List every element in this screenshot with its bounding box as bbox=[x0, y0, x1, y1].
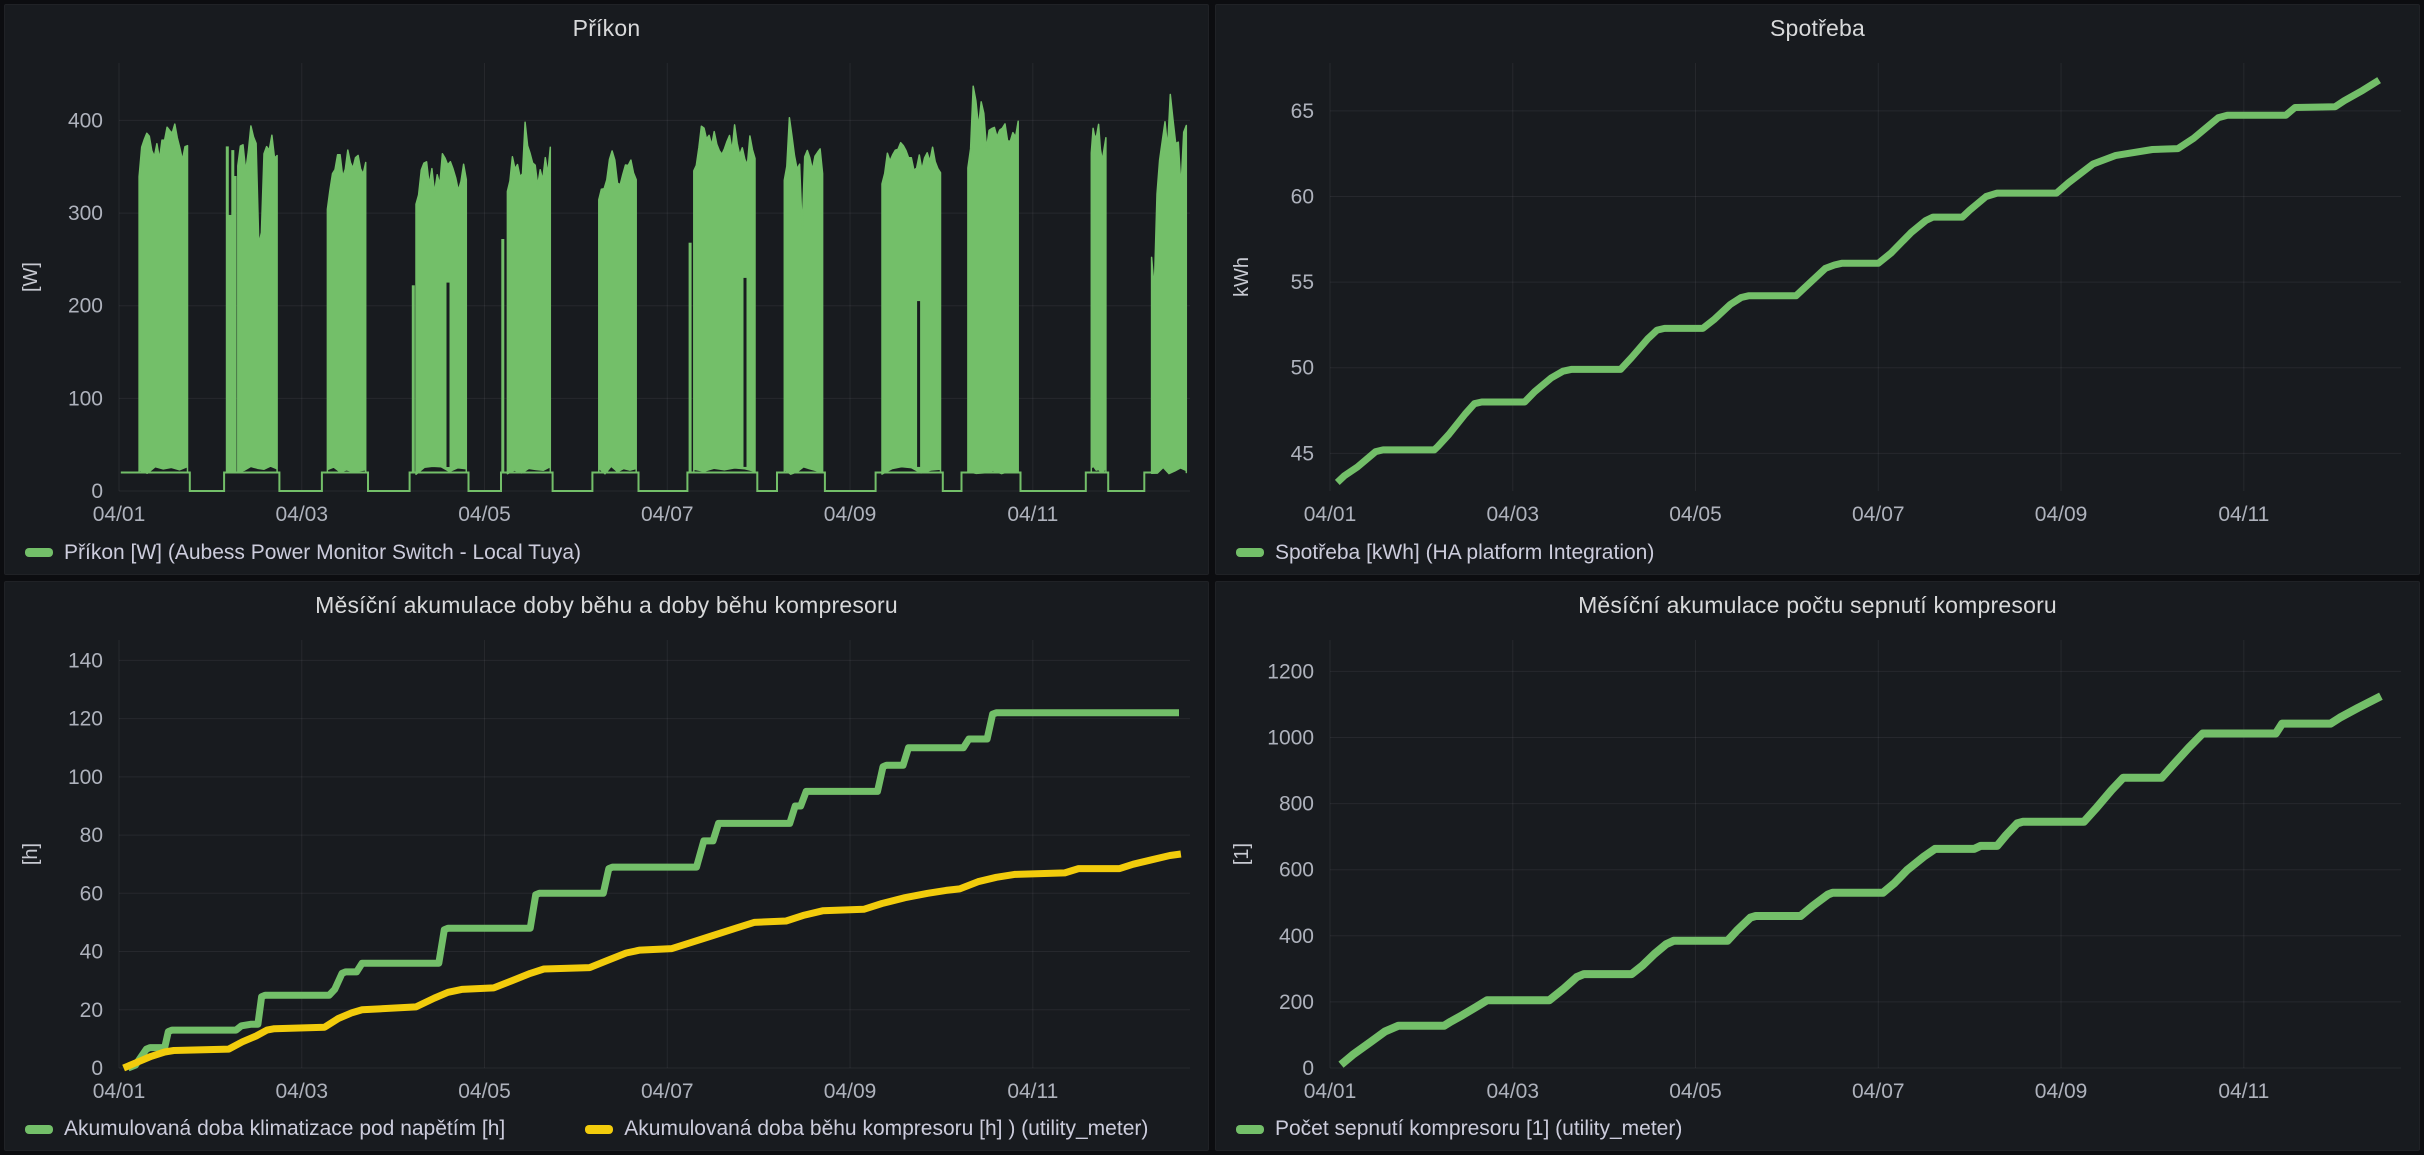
svg-text:04/03: 04/03 bbox=[275, 503, 328, 526]
svg-text:04/07: 04/07 bbox=[641, 1080, 694, 1103]
legend-spotreba: Spotřeba [kWh] (HA platform Integration) bbox=[1236, 541, 2409, 565]
svg-text:kWh: kWh bbox=[1231, 257, 1253, 297]
svg-text:[W]: [W] bbox=[20, 262, 42, 292]
runtime-accumulation-chart[interactable]: 0 20 40 60 80 100 120 140 04/01 04/03 04/05 04/07 04… bbox=[11, 622, 1202, 1108]
svg-text:04/11: 04/11 bbox=[1007, 1080, 1058, 1103]
svg-text:20: 20 bbox=[80, 998, 103, 1021]
svg-text:40: 40 bbox=[80, 940, 103, 963]
legend-item-prikon[interactable]: Příkon [W] (Aubess Power Monitor Switch … bbox=[25, 541, 581, 565]
legend-item-pocet-sepnuti[interactable]: Počet sepnutí kompresoru [1] (utility_me… bbox=[1236, 1117, 1682, 1141]
svg-text:0: 0 bbox=[91, 1057, 103, 1080]
panel-pocet-sepnuti: Měsíční akumulace počtu sepnutí kompreso… bbox=[1215, 580, 2420, 1151]
consumption-chart[interactable]: 45 50 55 60 65 04/01 04/03 04/05 04/07 04/09 04/11… bbox=[1222, 45, 2413, 531]
svg-text:400: 400 bbox=[68, 109, 103, 132]
svg-text:200: 200 bbox=[1279, 990, 1314, 1013]
svg-text:04/09: 04/09 bbox=[2035, 503, 2088, 526]
svg-text:55: 55 bbox=[1291, 271, 1314, 294]
power-chart[interactable]: 0 100 200 300 400 04/01 04/03 04/05 04/07 04/09 04… bbox=[11, 45, 1202, 531]
svg-text:04/07: 04/07 bbox=[1852, 1080, 1905, 1103]
legend-prikon: Příkon [W] (Aubess Power Monitor Switch … bbox=[25, 541, 1198, 565]
svg-text:600: 600 bbox=[1279, 858, 1314, 881]
svg-text:04/05: 04/05 bbox=[1669, 1080, 1722, 1103]
svg-text:04/11: 04/11 bbox=[2218, 503, 2269, 526]
legend-swatch bbox=[1236, 548, 1264, 557]
panel-title-doba-behu[interactable]: Měsíční akumulace doby běhu a doby běhu … bbox=[315, 591, 898, 618]
svg-text:65: 65 bbox=[1291, 100, 1314, 123]
legend-label: Spotřeba [kWh] (HA platform Integration) bbox=[1275, 540, 1655, 564]
svg-text:04/05: 04/05 bbox=[1669, 503, 1722, 526]
legend-item-spotreba[interactable]: Spotřeba [kWh] (HA platform Integration) bbox=[1236, 541, 1654, 565]
panel-prikon: Příkon 0 100 200 300 400 04/01 04/03 04/05 04/07… bbox=[4, 4, 1209, 575]
legend-pocet-sepnuti: Počet sepnutí kompresoru [1] (utility_me… bbox=[1236, 1117, 2409, 1141]
legend-swatch bbox=[585, 1124, 614, 1134]
svg-text:60: 60 bbox=[1291, 186, 1314, 209]
svg-text:04/03: 04/03 bbox=[275, 1080, 328, 1103]
legend-doba-behu: Akumulovaná doba klimatizace pod napětím… bbox=[25, 1117, 1198, 1141]
svg-text:0: 0 bbox=[1302, 1057, 1314, 1080]
svg-text:04/01: 04/01 bbox=[1304, 503, 1357, 526]
svg-text:50: 50 bbox=[1291, 357, 1314, 380]
svg-text:100: 100 bbox=[68, 387, 103, 410]
panel-title-prikon[interactable]: Příkon bbox=[572, 15, 641, 41]
svg-text:04/11: 04/11 bbox=[1007, 503, 1058, 526]
svg-text:120: 120 bbox=[68, 707, 103, 730]
svg-text:04/09: 04/09 bbox=[824, 1080, 877, 1103]
svg-text:04/11: 04/11 bbox=[2218, 1080, 2269, 1103]
svg-text:400: 400 bbox=[1279, 924, 1314, 947]
panel-doba-behu: Měsíční akumulace doby běhu a doby běhu … bbox=[4, 580, 1209, 1151]
svg-text:04/05: 04/05 bbox=[458, 503, 511, 526]
panel-title-pocet-sepnuti[interactable]: Měsíční akumulace počtu sepnutí kompreso… bbox=[1578, 591, 2057, 618]
legend-label: Počet sepnutí kompresoru [1] (utility_me… bbox=[1275, 1117, 1683, 1140]
svg-text:04/05: 04/05 bbox=[458, 1080, 511, 1103]
svg-text:200: 200 bbox=[68, 295, 103, 318]
svg-text:80: 80 bbox=[80, 824, 103, 847]
svg-text:[1]: [1] bbox=[1231, 842, 1253, 864]
svg-text:0: 0 bbox=[91, 480, 103, 503]
svg-text:04/09: 04/09 bbox=[2035, 1080, 2088, 1103]
svg-text:04/03: 04/03 bbox=[1486, 1080, 1539, 1103]
svg-text:04/07: 04/07 bbox=[641, 503, 694, 526]
svg-text:800: 800 bbox=[1279, 792, 1314, 815]
svg-text:04/01: 04/01 bbox=[93, 503, 146, 526]
svg-text:1200: 1200 bbox=[1267, 660, 1314, 683]
legend-swatch bbox=[25, 1124, 53, 1134]
svg-text:300: 300 bbox=[68, 202, 103, 225]
legend-label: Příkon [W] (Aubess Power Monitor Switch … bbox=[64, 540, 582, 564]
svg-text:04/01: 04/01 bbox=[1304, 1080, 1357, 1103]
panel-title-spotreba[interactable]: Spotřeba bbox=[1770, 15, 1865, 41]
legend-item-klimatizace[interactable]: Akumulovaná doba klimatizace pod napětím… bbox=[25, 1117, 505, 1141]
svg-text:100: 100 bbox=[68, 765, 103, 788]
svg-text:[h]: [h] bbox=[20, 842, 42, 864]
legend-swatch bbox=[25, 548, 53, 557]
legend-item-kompresor[interactable]: Akumulovaná doba běhu kompresoru [h] ) (… bbox=[585, 1117, 1148, 1141]
svg-text:60: 60 bbox=[80, 882, 103, 905]
legend-swatch bbox=[1236, 1124, 1264, 1134]
svg-text:45: 45 bbox=[1291, 442, 1314, 465]
svg-text:140: 140 bbox=[68, 649, 103, 672]
svg-text:1000: 1000 bbox=[1267, 726, 1314, 749]
svg-text:04/01: 04/01 bbox=[93, 1080, 146, 1103]
legend-label: Akumulovaná doba běhu kompresoru [h] ) (… bbox=[624, 1117, 1149, 1140]
compressor-starts-chart[interactable]: 0 200 400 600 800 1000 1200 04/01 04/03 04/05 04/0… bbox=[1222, 622, 2413, 1108]
legend-label: Akumulovaná doba klimatizace pod napětím… bbox=[64, 1117, 506, 1140]
svg-text:04/07: 04/07 bbox=[1852, 503, 1905, 526]
svg-text:04/03: 04/03 bbox=[1486, 503, 1539, 526]
svg-text:04/09: 04/09 bbox=[824, 503, 877, 526]
panel-spotreba: Spotřeba 45 50 55 60 65 04/01 04/03 04/05 04/07 0… bbox=[1215, 4, 2420, 575]
